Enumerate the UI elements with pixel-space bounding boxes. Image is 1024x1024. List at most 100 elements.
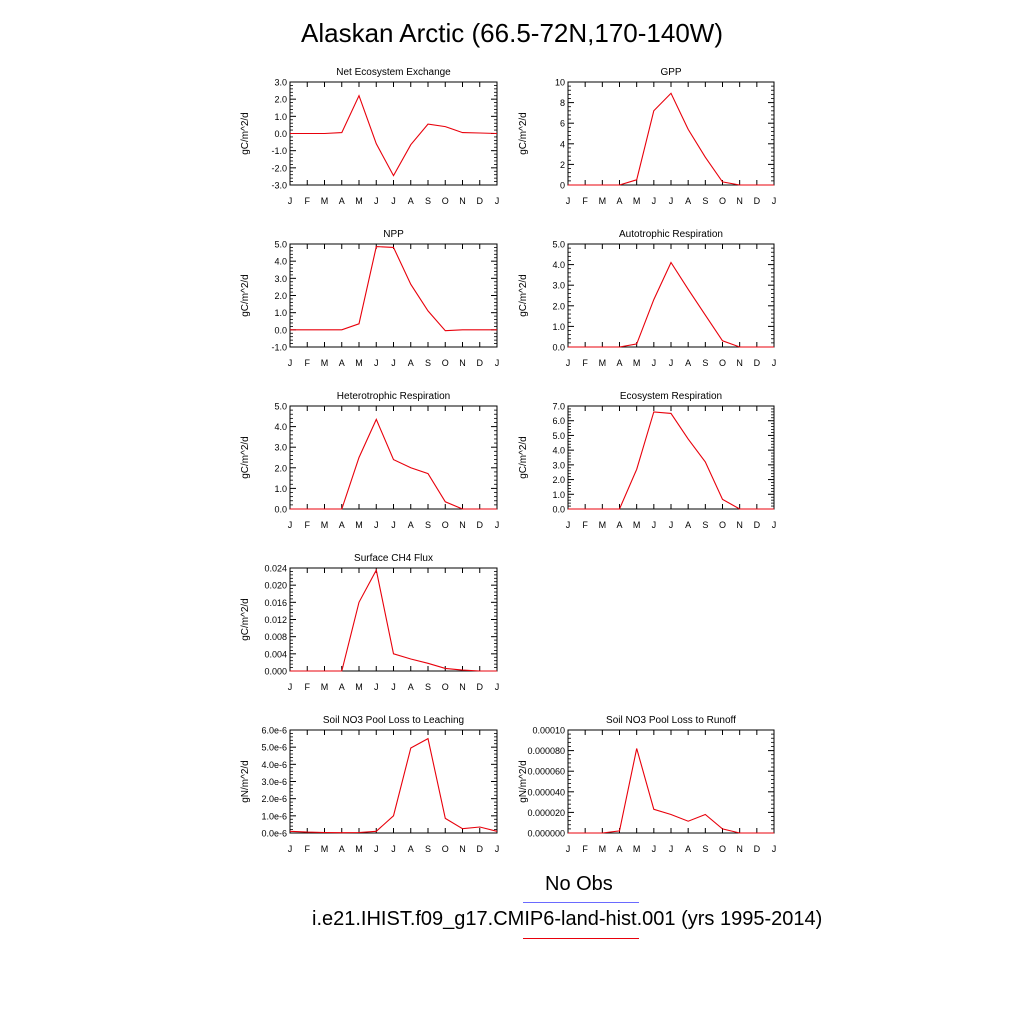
x-tick-label: N	[459, 358, 466, 368]
y-tick-label: 8	[560, 98, 565, 108]
x-tick-label: F	[582, 844, 588, 854]
x-tick-label: A	[339, 520, 345, 530]
x-tick-label: J	[495, 196, 500, 206]
x-tick-label: J	[772, 520, 777, 530]
x-tick-label: S	[425, 682, 431, 692]
y-tick-label: 0.000080	[527, 746, 565, 756]
x-tick-label: M	[599, 844, 607, 854]
x-tick-label: O	[442, 358, 449, 368]
y-tick-label: 2.0	[552, 475, 565, 485]
x-tick-label: S	[702, 358, 708, 368]
y-tick-label: 0.0	[274, 325, 287, 335]
plot-frame	[289, 405, 498, 510]
y-tick-label: 2.0	[274, 291, 287, 301]
y-tick-label: 0.0e-6	[261, 829, 287, 839]
y-axis-label: gC/m^2/d	[518, 112, 529, 155]
x-tick-label: M	[633, 844, 641, 854]
x-tick-label: M	[355, 844, 363, 854]
x-tick-label: J	[652, 844, 657, 854]
y-axis-label: gC/m^2/d	[240, 598, 251, 641]
y-tick-label: 2.0e-6	[261, 794, 287, 804]
x-tick-label: F	[305, 520, 311, 530]
x-tick-label: N	[736, 358, 743, 368]
y-tick-label: 0.00010	[532, 726, 565, 736]
y-tick-label: 2	[560, 160, 565, 170]
x-tick-label: A	[339, 844, 345, 854]
page-title: Alaskan Arctic (66.5-72N,170-140W)	[301, 18, 723, 48]
panel-title: NPP	[383, 229, 404, 240]
x-tick-label: J	[669, 358, 674, 368]
x-tick-label: A	[408, 844, 414, 854]
y-tick-label: -1.0	[271, 146, 287, 156]
y-tick-label: 1.0	[274, 308, 287, 318]
y-tick-label: 4.0	[274, 422, 287, 432]
x-tick-label: J	[288, 844, 293, 854]
x-tick-label: J	[374, 520, 379, 530]
x-tick-label: J	[288, 682, 293, 692]
y-tick-label: 0.000020	[527, 808, 565, 818]
panel-title: Net Ecosystem Exchange	[336, 67, 451, 78]
y-tick-label: 3.0	[274, 443, 287, 453]
y-tick-label: 4.0e-6	[261, 760, 287, 770]
x-tick-label: A	[685, 844, 691, 854]
x-tick-label: O	[442, 844, 449, 854]
x-tick-label: F	[305, 844, 311, 854]
plot-frame	[567, 243, 775, 348]
y-tick-label: 0.000040	[527, 787, 565, 797]
plot-frame	[289, 567, 498, 672]
y-tick-label: -3.0	[271, 181, 287, 191]
x-tick-label: F	[582, 196, 588, 206]
y-tick-label: 0.0	[552, 505, 565, 515]
x-tick-label: J	[652, 358, 657, 368]
x-tick-label: J	[391, 520, 396, 530]
y-tick-label: 3.0	[274, 78, 287, 88]
x-tick-label: J	[652, 196, 657, 206]
x-tick-label: A	[616, 520, 622, 530]
panel-title: Autotrophic Respiration	[619, 229, 723, 240]
x-tick-label: J	[288, 358, 293, 368]
y-tick-label: 1.0	[552, 490, 565, 500]
y-tick-label: 3.0	[552, 460, 565, 470]
x-tick-label: N	[459, 196, 466, 206]
x-tick-label: A	[408, 196, 414, 206]
x-tick-label: J	[772, 844, 777, 854]
x-tick-label: J	[669, 844, 674, 854]
legend-obs-line	[523, 902, 639, 903]
y-tick-label: 0.0	[552, 343, 565, 353]
panel-title: Heterotrophic Respiration	[337, 391, 450, 402]
x-tick-label: D	[477, 358, 484, 368]
x-tick-label: O	[442, 196, 449, 206]
x-tick-label: M	[599, 196, 607, 206]
x-tick-label: M	[355, 520, 363, 530]
y-tick-label: 6.0e-6	[261, 726, 287, 736]
y-tick-label: 1.0	[274, 484, 287, 494]
legend-model-line	[523, 938, 639, 939]
y-tick-label: 3.0	[552, 281, 565, 291]
y-tick-label: 0.008	[264, 632, 287, 642]
y-axis-label: gN/m^2/d	[518, 760, 529, 803]
x-tick-label: A	[339, 682, 345, 692]
y-tick-label: 0.0	[274, 505, 287, 515]
x-tick-label: N	[459, 520, 466, 530]
x-tick-label: O	[719, 844, 726, 854]
y-tick-label: 1.0e-6	[261, 811, 287, 821]
y-tick-label: -1.0	[271, 343, 287, 353]
y-tick-label: 6	[560, 119, 565, 129]
x-tick-label: J	[566, 844, 571, 854]
x-tick-label: A	[408, 520, 414, 530]
x-tick-label: J	[374, 844, 379, 854]
x-tick-label: M	[633, 520, 641, 530]
x-tick-label: F	[305, 682, 311, 692]
x-tick-label: J	[374, 358, 379, 368]
x-tick-label: M	[633, 358, 641, 368]
x-tick-label: J	[391, 682, 396, 692]
x-tick-label: A	[616, 358, 622, 368]
x-tick-label: S	[425, 358, 431, 368]
x-tick-label: A	[408, 358, 414, 368]
y-tick-label: 2.0	[274, 463, 287, 473]
x-tick-label: O	[442, 520, 449, 530]
series-line	[289, 737, 498, 834]
